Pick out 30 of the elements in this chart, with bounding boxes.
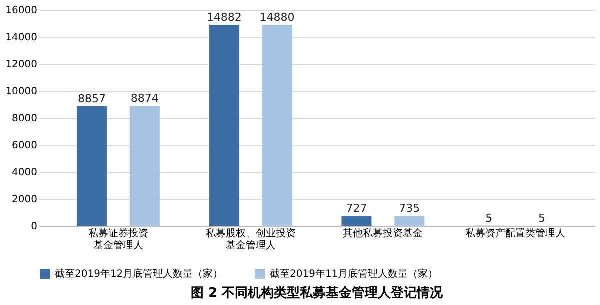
bar bbox=[262, 25, 292, 226]
y-tick-label: 14000 bbox=[6, 32, 38, 44]
x-tick-label: 私募资产配置类管理人 bbox=[466, 228, 566, 240]
bar bbox=[342, 216, 372, 226]
legend-label: 截至2019年12月底管理人数量（家） bbox=[55, 268, 224, 280]
y-tick-label: 8000 bbox=[12, 114, 38, 124]
x-tick-label: 私募股权、创业投资基金管理人 bbox=[206, 228, 296, 252]
bar bbox=[209, 25, 240, 226]
data-label: 8857 bbox=[78, 92, 106, 106]
y-tick-label: 12000 bbox=[6, 60, 38, 70]
data-label: 14880 bbox=[260, 11, 295, 24]
y-tick-label: 16000 bbox=[6, 6, 38, 16]
x-tick-label: 私募证券投资基金管理人 bbox=[88, 228, 148, 252]
bar bbox=[76, 106, 107, 226]
bar bbox=[394, 216, 425, 226]
data-label: 14882 bbox=[206, 11, 242, 24]
legend-label: 截至2019年11月底管理人数量（家） bbox=[270, 268, 438, 280]
data-label: 5 bbox=[538, 212, 546, 225]
data-label: 8874 bbox=[130, 92, 159, 106]
text: 图 2 不同机构类型私募基金管理人登记情况 bbox=[190, 286, 444, 301]
y-tick-label: 6000 bbox=[12, 140, 38, 152]
bar bbox=[130, 106, 160, 226]
y-tick-label: 4000 bbox=[12, 168, 38, 178]
y-tick-label: 0 bbox=[31, 222, 38, 232]
x-tick-label: 其他私募投资基金 bbox=[343, 228, 424, 240]
y-tick-label: 2000 bbox=[12, 194, 38, 206]
data-label: 727 bbox=[346, 202, 368, 216]
data-label: 735 bbox=[399, 202, 420, 216]
data-label: 5 bbox=[486, 212, 493, 225]
y-tick-label: 10000 bbox=[6, 86, 38, 98]
